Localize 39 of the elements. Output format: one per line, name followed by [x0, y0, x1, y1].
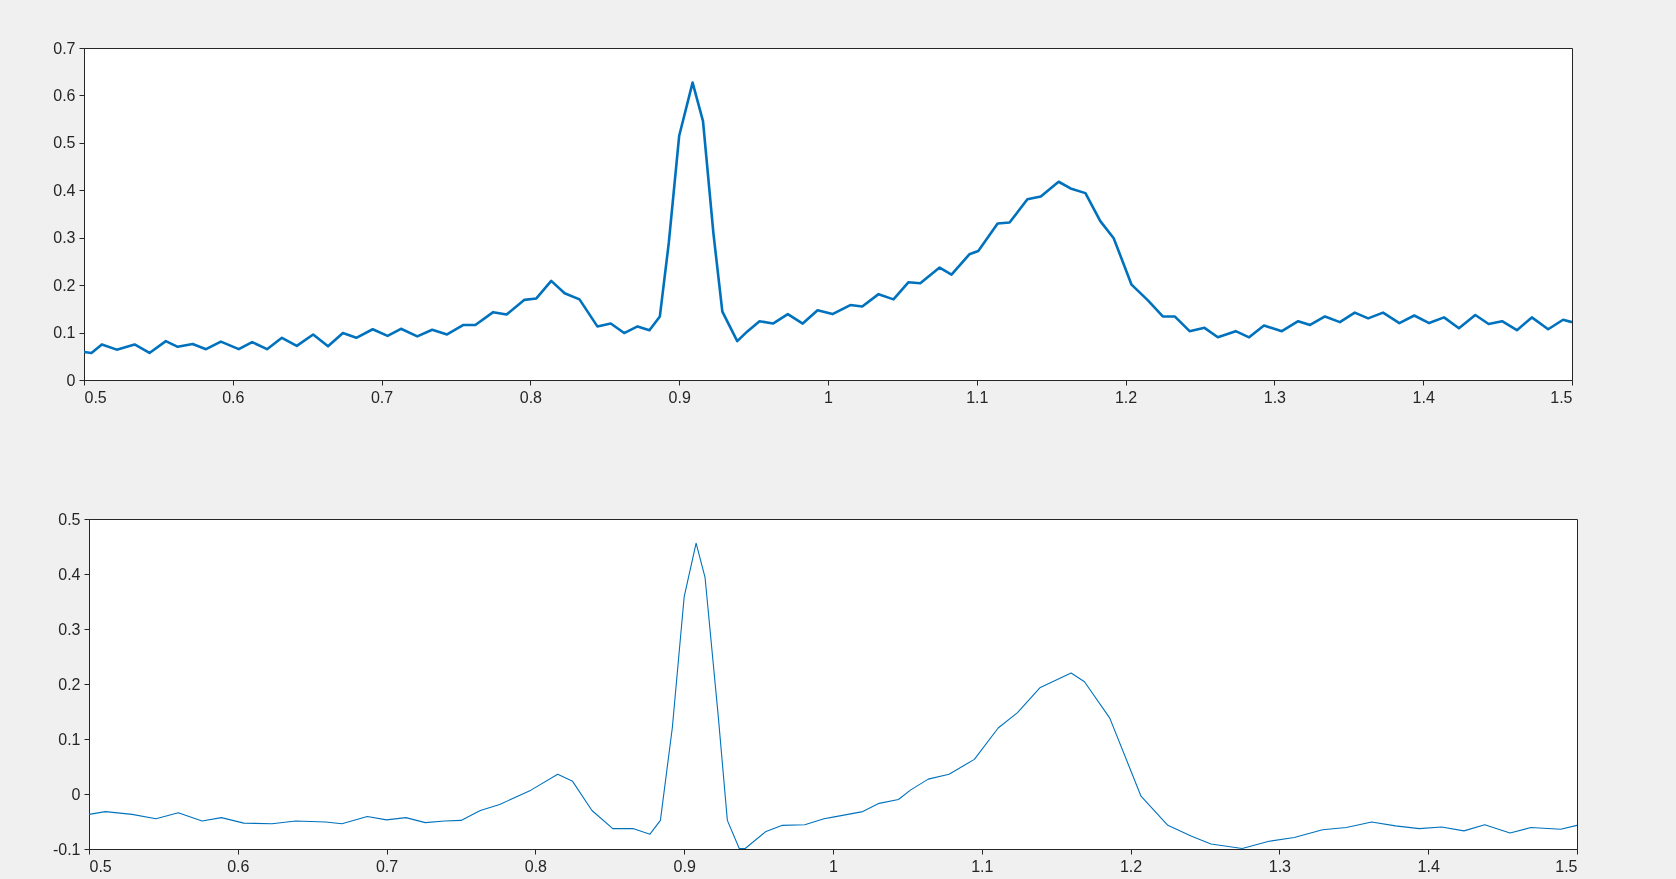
- y-tick-label: 0.5: [58, 510, 81, 528]
- y-tick-label: 0.1: [53, 324, 76, 342]
- x-tick-label: 1: [829, 857, 839, 875]
- y-tick-label: -0.1: [52, 840, 81, 858]
- x-tick-label: 0.7: [375, 857, 399, 875]
- x-tick-label: 1.3: [1263, 388, 1287, 406]
- y-tick-label: 0.3: [53, 229, 76, 247]
- x-tick-label: 0.9: [673, 857, 696, 875]
- y-tick-label: 0.6: [53, 86, 76, 104]
- x-tick-label: 1: [824, 388, 834, 406]
- y-tick-label: 0.2: [53, 276, 76, 294]
- x-tick-label: 1.1: [971, 857, 994, 875]
- x-tick-label: 0.8: [524, 857, 548, 875]
- x-tick-label: 1.2: [1114, 388, 1138, 406]
- y-tick-label: 0.5: [53, 134, 76, 152]
- x-tick-label: 0.6: [222, 388, 245, 406]
- x-tick-label: 0.9: [668, 388, 691, 406]
- y-tick-label: 0.4: [58, 565, 81, 583]
- x-tick-label: 0.5: [84, 388, 107, 406]
- x-tick-label: 1.5: [1550, 388, 1573, 406]
- x-tick-label: 1.2: [1119, 857, 1143, 875]
- x-tick-label: 1.5: [1555, 857, 1578, 875]
- x-tick-label: 1.3: [1268, 857, 1292, 875]
- x-tick-label: 0.7: [370, 388, 394, 406]
- y-tick-label: 0.4: [53, 181, 76, 199]
- y-tick-label: 0: [66, 371, 76, 389]
- y-tick-label: 0.1: [58, 730, 81, 748]
- y-tick-label: 0.3: [58, 620, 81, 638]
- y-tick-label: 0: [71, 785, 81, 803]
- y-tick-label: 0.2: [58, 675, 81, 693]
- x-tick-label: 1.4: [1412, 388, 1435, 406]
- x-tick-label: 0.8: [519, 388, 543, 406]
- x-tick-label: 0.6: [227, 857, 250, 875]
- x-tick-label: 1.1: [966, 388, 989, 406]
- x-tick-label: 1.4: [1417, 857, 1440, 875]
- y-tick-label: 0.7: [53, 39, 76, 57]
- line-series: [84, 81, 1572, 355]
- line-series: [89, 542, 1577, 849]
- x-tick-label: 0.5: [89, 857, 112, 875]
